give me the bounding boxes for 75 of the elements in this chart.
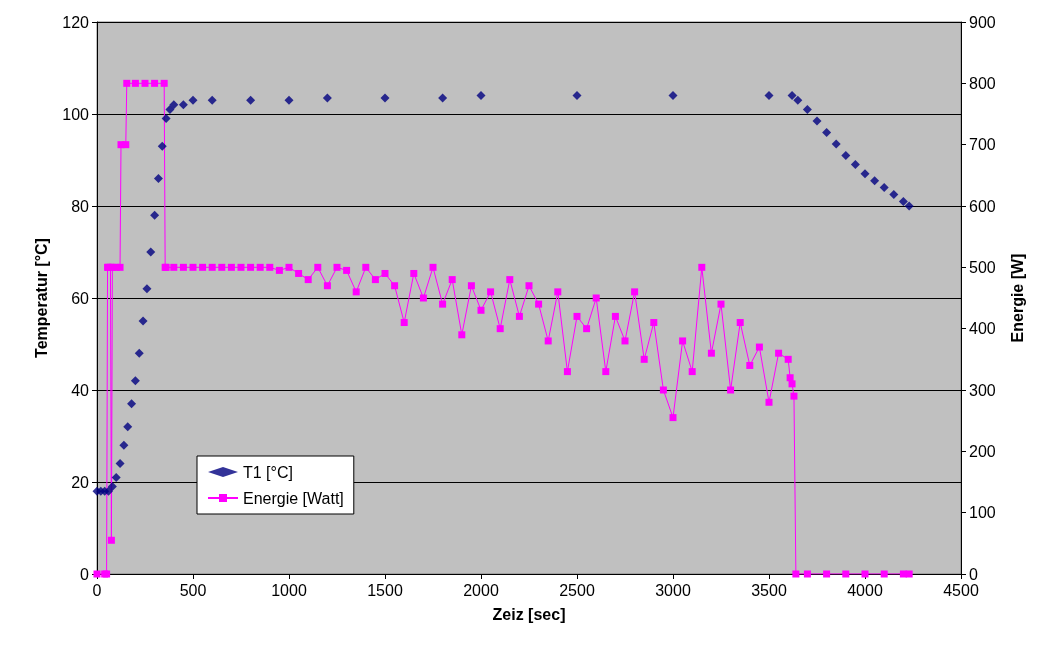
y2-tick-label: 500: [969, 258, 996, 276]
point: [138, 316, 148, 326]
point: [879, 183, 889, 193]
point: [123, 422, 133, 432]
point: [130, 376, 140, 386]
point: [104, 486, 114, 496]
point: [850, 160, 860, 170]
y2-tick-label: 800: [969, 74, 996, 92]
x-tick-label: 4500: [943, 581, 979, 599]
point: [822, 127, 832, 137]
y2-tick-label: 700: [969, 136, 996, 154]
point: [284, 95, 294, 105]
point: [146, 247, 156, 257]
point: [115, 459, 125, 469]
x-tick-label: 4000: [847, 581, 883, 599]
point: [207, 95, 217, 105]
x-tick-label: 3000: [655, 581, 691, 599]
x-tick-label: 1000: [271, 581, 307, 599]
y2-tick-label: 200: [969, 442, 996, 460]
point: [107, 482, 117, 492]
point: [841, 150, 851, 160]
legend-label: T1 [°C]: [243, 463, 293, 481]
point: [787, 91, 797, 101]
y-tick-label: 120: [62, 13, 90, 31]
point: [476, 91, 486, 101]
y-tick-label: 60: [71, 289, 90, 307]
point: [134, 348, 144, 358]
point: [802, 104, 812, 114]
y-tick-label: 80: [71, 197, 90, 215]
x-tick-label: 1500: [367, 581, 403, 599]
y2-tick-label: 0: [969, 565, 978, 583]
point: [161, 114, 171, 124]
point: [153, 173, 163, 183]
point: [793, 95, 803, 105]
y2-tick-label: 900: [969, 13, 996, 31]
point: [860, 169, 870, 179]
x-tick-label: 2000: [463, 581, 499, 599]
point: [889, 190, 899, 199]
point: [178, 100, 188, 110]
x-tick-label: 0: [92, 581, 102, 599]
y2-tick-label: 300: [969, 381, 996, 399]
y-tick-label: 40: [71, 381, 90, 399]
point: [831, 139, 841, 149]
point: [668, 91, 678, 101]
x-tick-label: 2500: [559, 581, 595, 599]
point: [111, 472, 121, 482]
y2-tick-label: 100: [969, 504, 996, 522]
point: [322, 93, 332, 103]
point: [142, 284, 152, 294]
point: [572, 91, 582, 101]
y2-tick-label: 600: [969, 197, 996, 215]
x-tick-label: 3500: [751, 581, 787, 599]
legend-label: Energie [Watt]: [243, 489, 344, 507]
y2-tick-label: 400: [969, 320, 996, 338]
point: [119, 440, 129, 450]
x-axis-title: Zeiz [sec]: [492, 605, 566, 623]
point: [150, 210, 160, 220]
x-tick-label: 500: [179, 581, 207, 599]
y2-axis-title: Energie [W]: [1008, 253, 1026, 343]
point: [188, 95, 198, 105]
point: [127, 399, 137, 409]
point: [169, 100, 179, 110]
point: [380, 93, 390, 103]
point: [764, 91, 774, 101]
point: [904, 201, 914, 211]
point: [438, 93, 448, 103]
point: [870, 176, 880, 186]
y-tick-label: 20: [71, 473, 90, 491]
y-tick-label: 0: [80, 565, 90, 583]
y-tick-label: 100: [62, 105, 90, 123]
point: [898, 196, 908, 206]
point: [812, 116, 822, 126]
point: [246, 95, 256, 105]
point: [157, 141, 167, 151]
y-axis-title: Temperatur [°C]: [32, 238, 50, 358]
